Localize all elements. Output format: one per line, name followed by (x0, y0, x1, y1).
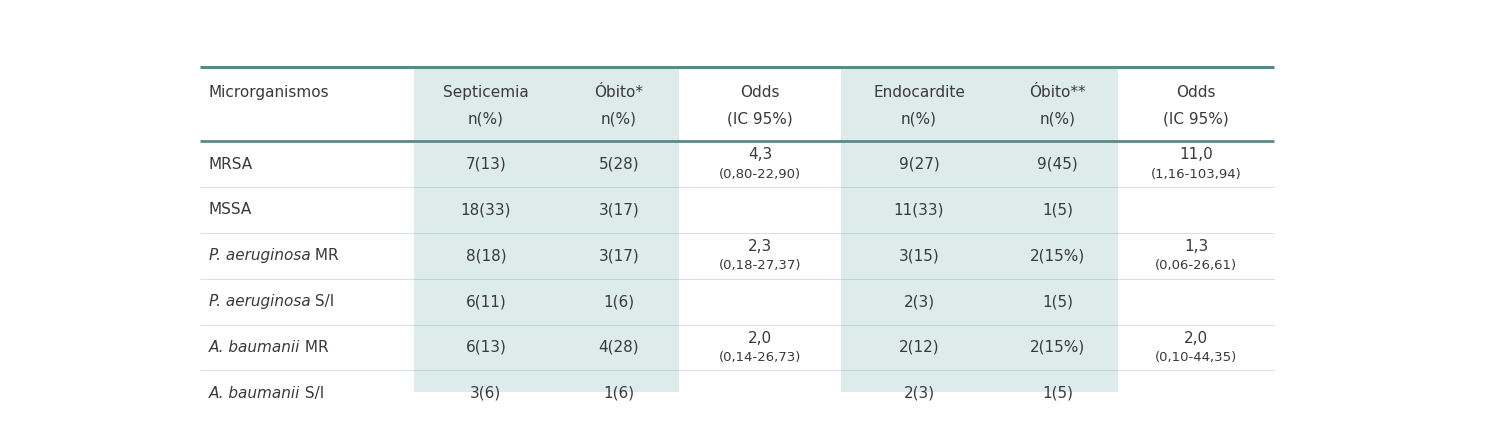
Text: 7(13): 7(13) (465, 157, 507, 172)
Text: 11,0: 11,0 (1179, 147, 1213, 162)
Text: (0,80-22,90): (0,80-22,90) (720, 168, 802, 181)
Text: 1(5): 1(5) (1042, 202, 1073, 217)
Text: MSSA: MSSA (209, 202, 252, 217)
Text: n(%): n(%) (600, 111, 636, 126)
Text: Endocardite: Endocardite (873, 85, 966, 100)
Text: (0,10-44,35): (0,10-44,35) (1155, 351, 1237, 364)
Text: MRSA: MRSA (209, 157, 253, 172)
Text: 3(15): 3(15) (898, 248, 939, 263)
Text: S/I: S/I (299, 386, 325, 401)
Text: Odds: Odds (1176, 85, 1216, 100)
Text: 1,3: 1,3 (1185, 239, 1208, 254)
Text: Odds: Odds (741, 85, 779, 100)
Text: 9(27): 9(27) (898, 157, 939, 172)
Text: 3(6): 3(6) (471, 386, 502, 401)
Text: 2(3): 2(3) (903, 386, 934, 401)
Text: A. baumanii: A. baumanii (209, 386, 299, 401)
Text: 1(5): 1(5) (1042, 386, 1073, 401)
Text: Óbito*: Óbito* (595, 85, 644, 100)
Text: 2(15%): 2(15%) (1030, 248, 1085, 263)
Text: 1(6): 1(6) (603, 294, 635, 309)
Text: Septicemia: Septicemia (443, 85, 529, 100)
Text: Microrganismos: Microrganismos (209, 85, 329, 100)
Text: (IC 95%): (IC 95%) (1164, 111, 1229, 126)
Text: Óbito**: Óbito** (1030, 85, 1086, 100)
Text: 1(6): 1(6) (603, 386, 635, 401)
Text: 2(15%): 2(15%) (1030, 340, 1085, 355)
Text: (0,18-27,37): (0,18-27,37) (718, 259, 802, 273)
Text: 2(3): 2(3) (903, 294, 934, 309)
Text: 11(33): 11(33) (894, 202, 945, 217)
Text: 2,0: 2,0 (748, 331, 772, 346)
Text: 4(28): 4(28) (599, 340, 639, 355)
Text: 8(18): 8(18) (465, 248, 507, 263)
Text: n(%): n(%) (468, 111, 504, 126)
Text: MR: MR (310, 248, 340, 263)
Text: 9(45): 9(45) (1037, 157, 1077, 172)
Text: 2,3: 2,3 (748, 239, 772, 254)
Bar (840, 67, 1118, 416)
Text: n(%): n(%) (901, 111, 937, 126)
Text: S/I: S/I (310, 294, 335, 309)
Text: (0,14-26,73): (0,14-26,73) (720, 351, 802, 364)
Text: n(%): n(%) (1040, 111, 1076, 126)
Text: 6(11): 6(11) (465, 294, 507, 309)
Text: (IC 95%): (IC 95%) (727, 111, 793, 126)
Text: 2,0: 2,0 (1185, 331, 1208, 346)
Text: 4,3: 4,3 (748, 147, 772, 162)
Text: 2(12): 2(12) (898, 340, 939, 355)
Text: P. aeruginosa: P. aeruginosa (209, 248, 310, 263)
Text: 3(17): 3(17) (599, 202, 639, 217)
Text: (0,06-26,61): (0,06-26,61) (1155, 259, 1237, 273)
Text: 5(28): 5(28) (599, 157, 639, 172)
Text: 6(13): 6(13) (465, 340, 507, 355)
Text: MR: MR (299, 340, 329, 355)
Bar (414, 67, 679, 416)
Text: (1,16-103,94): (1,16-103,94) (1150, 168, 1241, 181)
Text: 3(17): 3(17) (599, 248, 639, 263)
Text: P. aeruginosa: P. aeruginosa (209, 294, 310, 309)
Text: 1(5): 1(5) (1042, 294, 1073, 309)
Text: A. baumanii: A. baumanii (209, 340, 299, 355)
Text: 18(33): 18(33) (460, 202, 511, 217)
